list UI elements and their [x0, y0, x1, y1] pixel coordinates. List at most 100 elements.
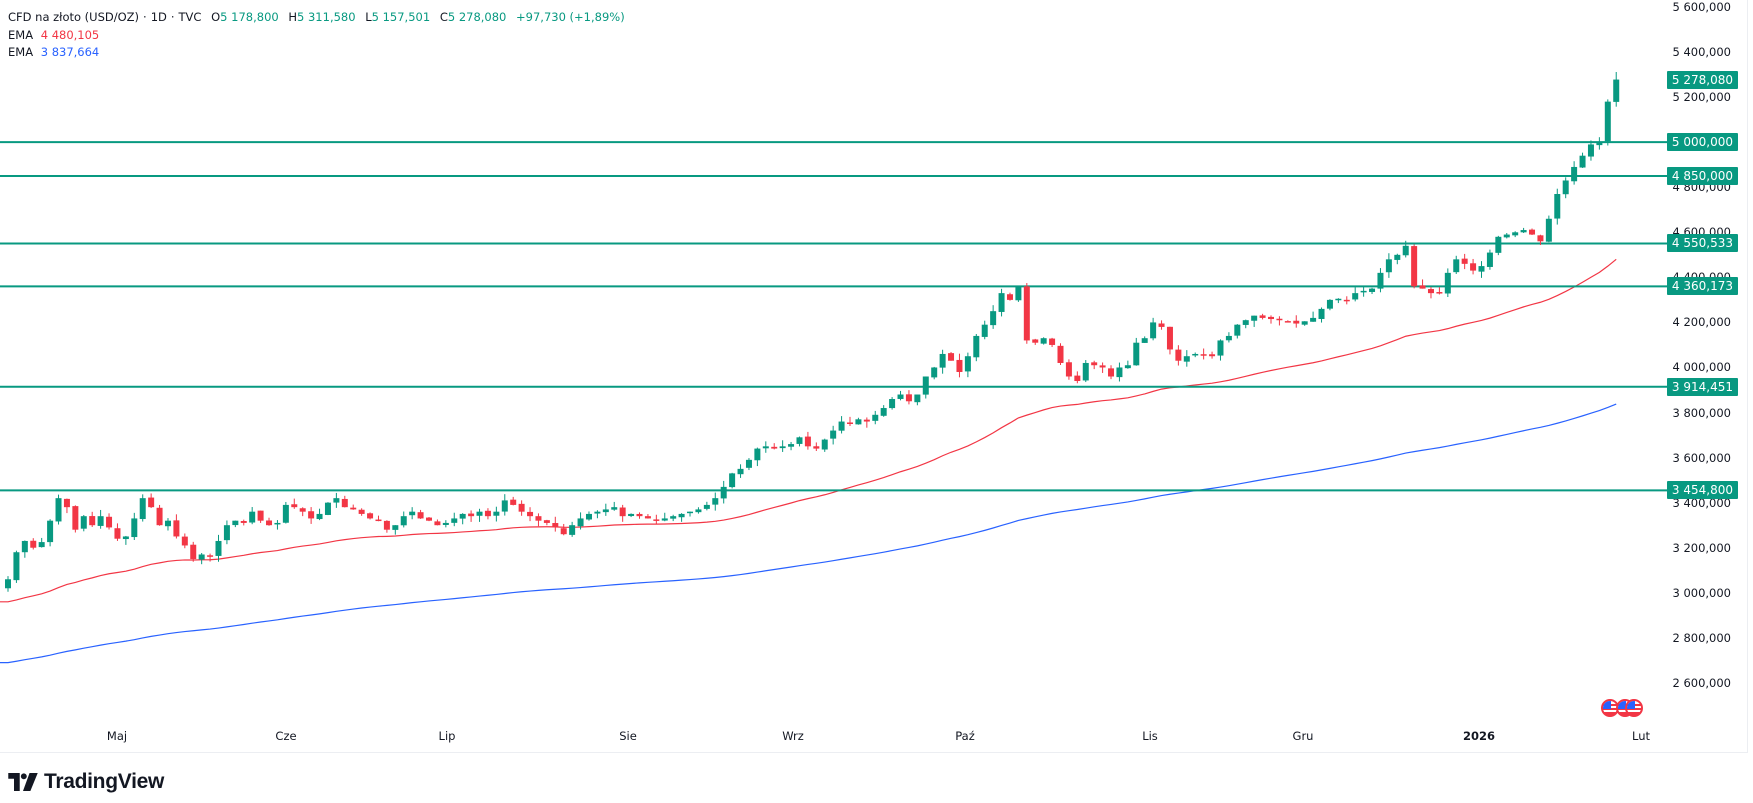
candle-down: [375, 519, 382, 522]
candle-up: [796, 437, 803, 444]
candle-down: [1209, 354, 1216, 357]
candle-down: [266, 520, 273, 526]
candle-down: [383, 520, 390, 530]
data-source: TVC: [178, 10, 202, 24]
last-price-badge: 5 278,080: [1666, 70, 1738, 89]
candle-down: [350, 507, 357, 510]
candle-up: [788, 444, 795, 447]
candle-up: [998, 293, 1005, 312]
candle-up: [628, 513, 635, 517]
candle-up: [198, 554, 205, 560]
price-tick-label: 3 600,000: [1672, 450, 1731, 465]
candle-down: [257, 510, 264, 521]
candle-down: [771, 446, 778, 449]
price-tick-label: 2 600,000: [1672, 675, 1731, 690]
candle-up: [1503, 234, 1510, 238]
price-tick-label: 5 600,000: [1672, 0, 1731, 14]
candle-up: [392, 525, 399, 530]
candle-down: [1158, 323, 1165, 327]
candle-down: [619, 507, 626, 517]
candle-up: [442, 522, 449, 525]
candle-up: [1335, 298, 1342, 301]
candle-up: [880, 408, 887, 416]
price-plot[interactable]: [0, 0, 1670, 752]
tradingview-brand[interactable]: TradingView: [8, 770, 164, 794]
candle-down: [207, 555, 214, 557]
candle-down: [1049, 338, 1056, 345]
candle-up: [1217, 340, 1224, 356]
candle-down: [535, 516, 542, 521]
horizontal-levels[interactable]: [0, 141, 1670, 492]
candle-up: [1587, 144, 1594, 157]
us-flag-event-icon[interactable]: [1625, 699, 1643, 717]
candle-up: [1486, 252, 1493, 267]
chart-frame[interactable]: CFD na złoto (USD/OZ) · 1D · TVC O5 178,800 …: [0, 0, 1748, 753]
candle-up: [821, 439, 828, 450]
candle-up: [1141, 338, 1148, 343]
time-label-2026: 2026: [1462, 729, 1496, 743]
candle-up: [931, 367, 938, 378]
candle-down: [1032, 339, 1039, 343]
candle-up: [1562, 180, 1569, 195]
ema-fast-value: 4 480,105: [40, 27, 100, 42]
ema-slow-row[interactable]: EMA 3 837,664: [8, 44, 625, 62]
candle-up: [973, 335, 980, 358]
symbol-name[interactable]: CFD na złoto (USD/OZ): [8, 10, 140, 24]
candle-up: [703, 504, 710, 509]
price-tick-label: 3 200,000: [1672, 540, 1731, 555]
candle-up: [1225, 335, 1232, 341]
candle-up: [1478, 266, 1485, 272]
candle-down: [863, 419, 870, 422]
candle-up: [939, 353, 946, 368]
candle-down: [468, 513, 475, 517]
ema-fast-label[interactable]: EMA: [8, 27, 34, 42]
candle-up: [914, 394, 921, 403]
time-label-maj: Maj: [106, 729, 128, 743]
candle-up: [1613, 79, 1620, 102]
candle-up: [1512, 232, 1519, 236]
interval[interactable]: 1D: [150, 10, 167, 24]
candle-up: [1385, 259, 1392, 273]
price-tick-label: 5 400,000: [1672, 45, 1731, 60]
ema-fast-row[interactable]: EMA 4 480,105: [8, 27, 625, 45]
candle-up: [602, 509, 609, 513]
candle-down: [948, 353, 955, 361]
candle-down: [173, 520, 180, 537]
high-label: H: [288, 10, 298, 24]
candle-down: [308, 511, 315, 519]
candle-up: [1545, 218, 1552, 242]
candle-up: [720, 486, 727, 499]
candle-down: [417, 512, 424, 519]
candle-down: [1108, 368, 1115, 377]
candle-up: [1124, 365, 1131, 369]
candle-up: [1571, 166, 1578, 182]
candle-down: [644, 516, 651, 519]
close-value: 5 278,080: [447, 10, 507, 24]
candle-up: [493, 511, 500, 516]
candle-down: [1091, 362, 1098, 366]
candle-down: [299, 508, 306, 512]
candle-down: [156, 507, 163, 526]
ema-slow-line: [0, 403, 1617, 664]
candle-down: [1074, 375, 1081, 381]
candle-up: [737, 468, 744, 475]
time-label-paz: Paź: [955, 729, 975, 743]
candle-up: [1360, 290, 1367, 293]
candle-down: [1436, 292, 1443, 294]
candle-up: [1015, 286, 1022, 301]
candle-up: [324, 502, 331, 515]
candle-up: [729, 473, 736, 488]
candle-down: [341, 498, 348, 508]
candle-down: [1057, 345, 1064, 363]
symbol-row[interactable]: CFD na złoto (USD/OZ) · 1D · TVC O5 178,800 …: [8, 10, 625, 24]
ema-slow-label[interactable]: EMA: [8, 45, 34, 59]
candle-up: [1596, 142, 1603, 146]
candle-up: [55, 498, 62, 522]
open-value: 5 178,800: [220, 10, 279, 24]
candle-up: [21, 540, 28, 553]
candle-down: [804, 436, 811, 447]
candle-up: [47, 520, 54, 543]
candle-down: [1537, 235, 1544, 242]
candle-up: [249, 511, 256, 523]
candle-down: [89, 516, 96, 526]
